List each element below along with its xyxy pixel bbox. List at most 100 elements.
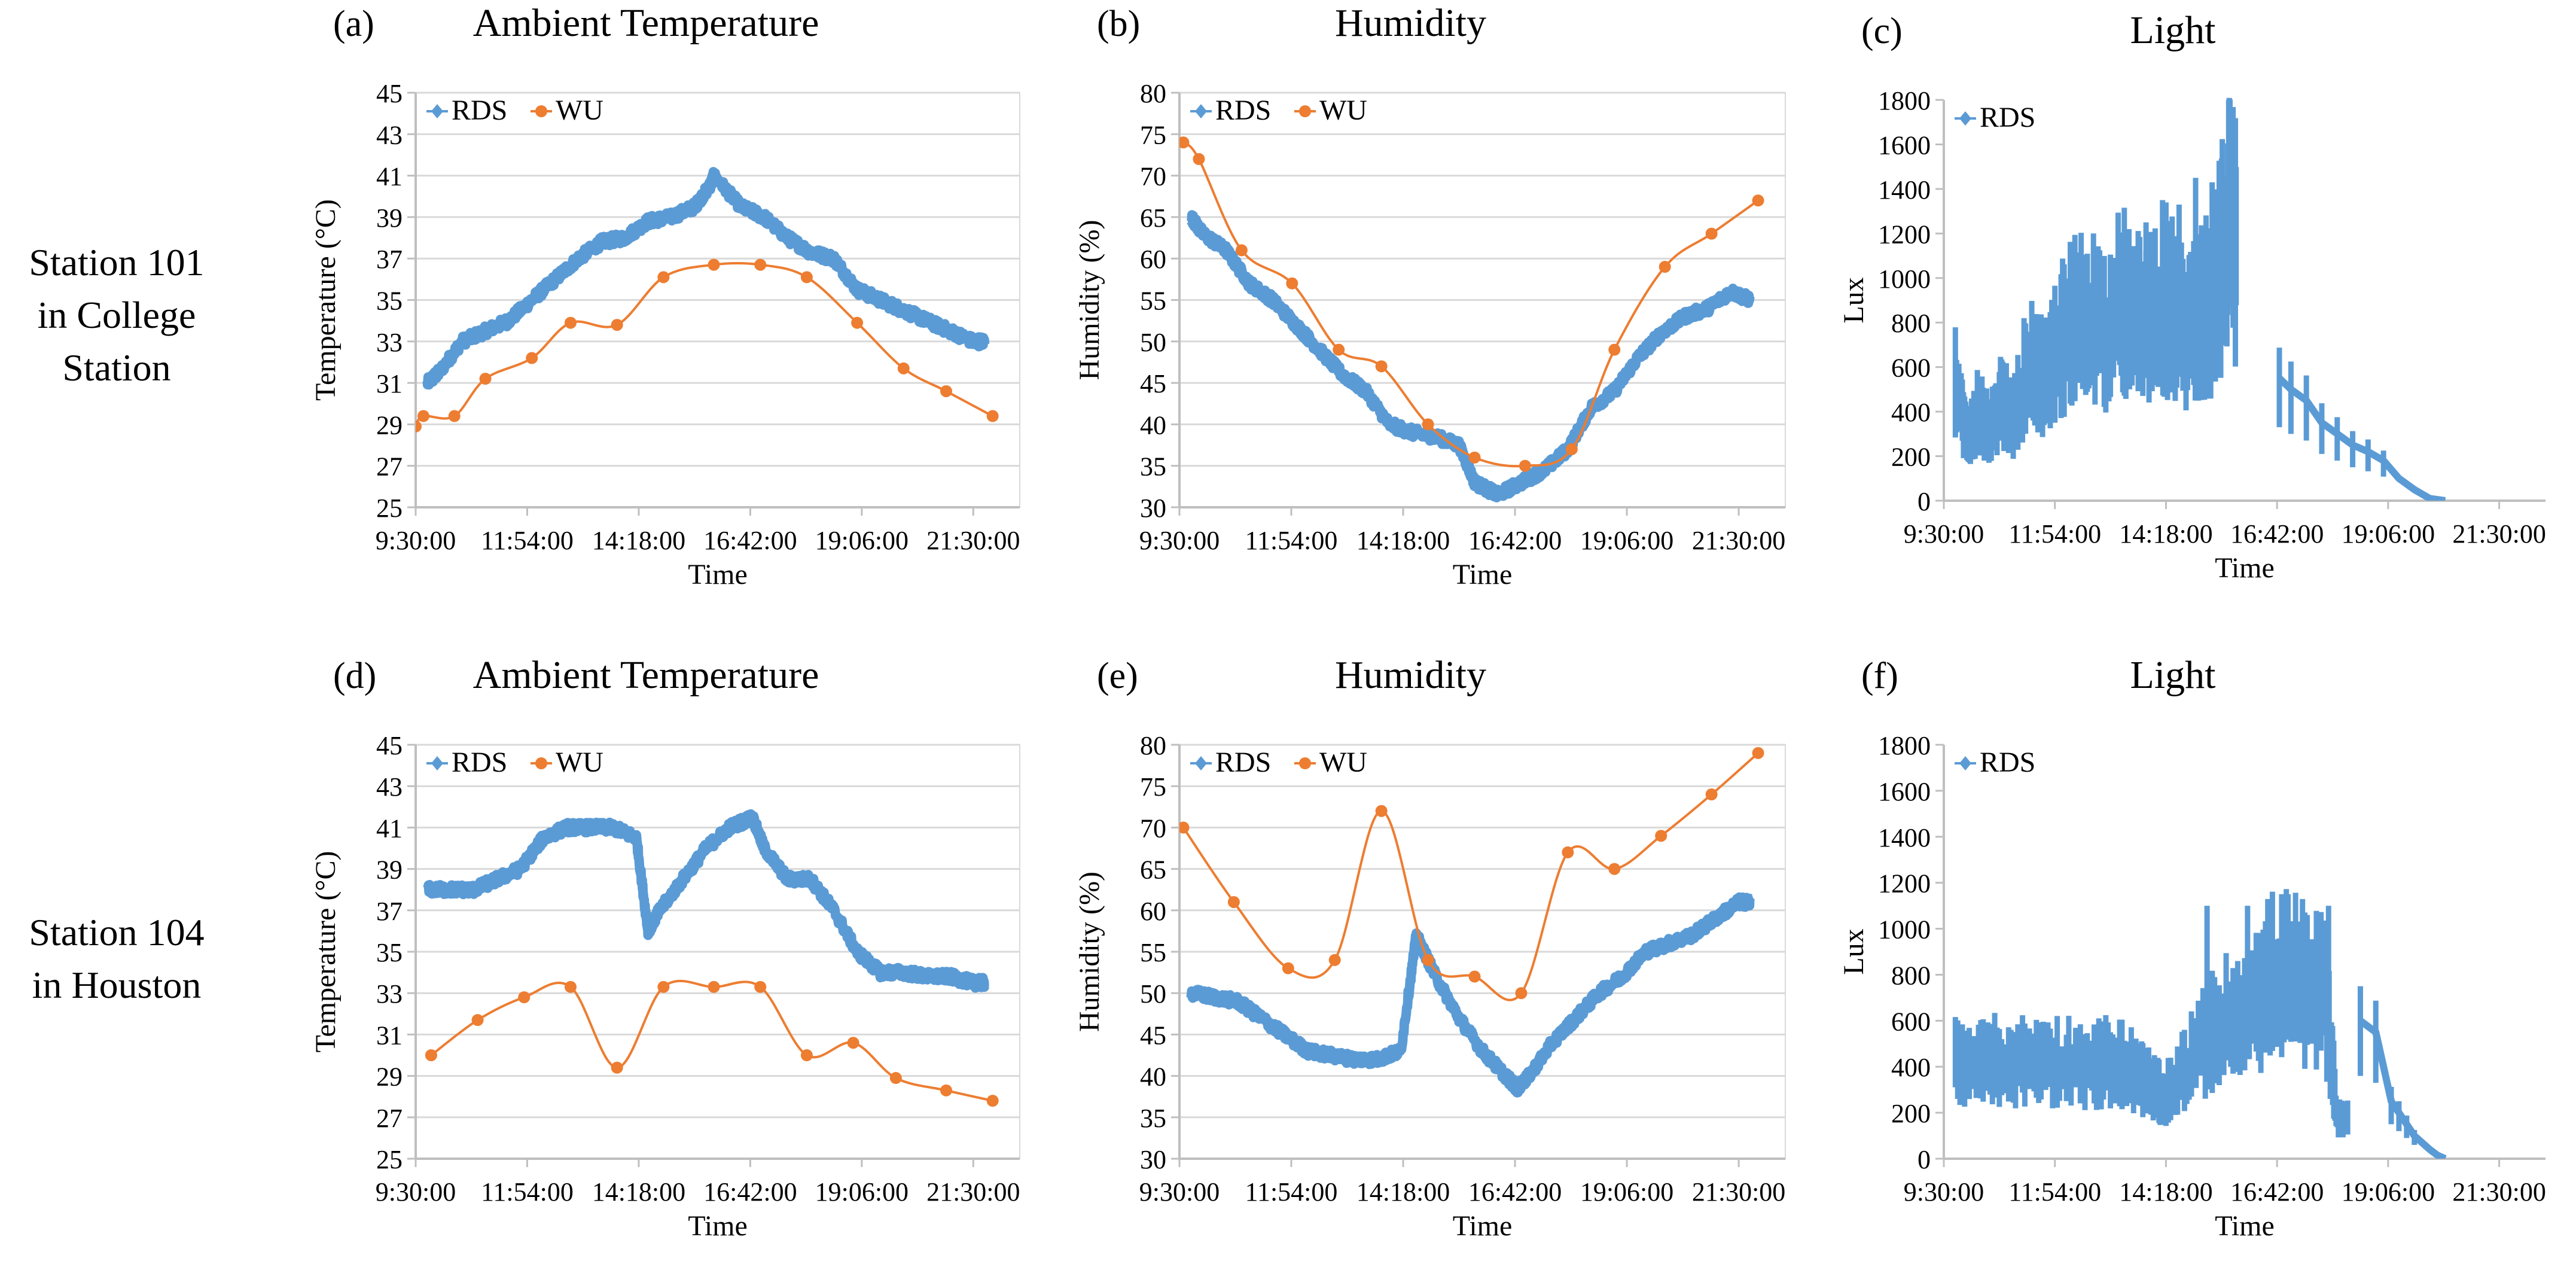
y-tick-label: 45: [376, 79, 403, 108]
x-tick-label: 21:30:00: [926, 1177, 1020, 1207]
y-axis-label: Lux: [1838, 928, 1870, 974]
wu-data-point: [1519, 459, 1531, 472]
row-label-station-104: Station 104 in Houston: [6, 906, 227, 1012]
y-tick-label: 35: [1140, 452, 1166, 482]
y-tick-label: 60: [1140, 897, 1166, 926]
x-axis-label: Time: [2215, 552, 2275, 584]
legend-label: RDS: [1980, 747, 2035, 778]
plot-area: [416, 167, 999, 432]
x-tick-label: 19:06:00: [2342, 1177, 2435, 1207]
wu-data-point: [897, 362, 910, 374]
plot-area: [1179, 747, 1764, 1098]
y-tick-label: 1000: [1878, 915, 1931, 945]
y-tick-label: 400: [1891, 1053, 1931, 1082]
y-tick-label: 1800: [1878, 86, 1931, 115]
chart-title: Ambient Temperature: [473, 653, 819, 697]
chart-title: Light: [2130, 8, 2216, 52]
x-tick-label: 21:30:00: [2452, 519, 2545, 549]
y-tick-label: 200: [1891, 443, 1931, 472]
x-tick-label: 11:54:00: [481, 526, 574, 555]
rds-series-line: [422, 167, 990, 390]
wu-data-point: [1235, 244, 1248, 257]
y-tick-label: 31: [376, 1021, 403, 1050]
wu-data-point: [1282, 962, 1294, 974]
legend-marker: [1959, 111, 1971, 126]
wu-data-point: [564, 316, 577, 329]
wu-data-point: [564, 980, 577, 993]
x-axis-label: Time: [1453, 1210, 1513, 1242]
chart-panel: (b) Humidity 30 35 40 45 50 55 60 65 70 75 80 9:30:00…: [1074, 1, 1786, 590]
y-tick-label: 37: [376, 897, 403, 926]
x-tick-label: 21:30:00: [2452, 1177, 2545, 1207]
y-tick-label: 40: [1140, 410, 1166, 440]
y-tick-label: 70: [1140, 162, 1166, 191]
wu-data-point: [416, 420, 422, 432]
x-tick-label: 21:30:00: [926, 526, 1020, 555]
wu-data-point: [1659, 261, 1671, 273]
wu-data-point: [1286, 277, 1298, 290]
y-tick-label: 39: [376, 203, 403, 233]
x-tick-label: 14:18:00: [2119, 1177, 2212, 1207]
x-tick-label: 11:54:00: [2008, 1177, 2101, 1207]
legend-marker: [431, 756, 443, 770]
wu-data-point: [1333, 343, 1345, 356]
legend: RDS WU: [1190, 95, 1367, 126]
y-tick-label: 1000: [1878, 264, 1931, 294]
legend-marker: [535, 757, 547, 769]
wu-data-point: [1705, 227, 1718, 240]
y-axis-label: Temperature (°C): [310, 851, 342, 1052]
legend-marker: [1195, 104, 1207, 118]
y-tick-label: 600: [1891, 354, 1931, 383]
y-tick-label: 40: [1140, 1062, 1166, 1092]
row-label-line: Station 101: [29, 241, 205, 284]
y-tick-label: 50: [1140, 328, 1166, 357]
wu-data-point: [1608, 343, 1621, 356]
chart-panel: (d) Ambient Temperature 25 27 29 31 33 35 37 39 41…: [310, 653, 1020, 1242]
wu-data-point: [1375, 360, 1388, 373]
y-tick-label: 29: [376, 1062, 403, 1092]
wu-data-point: [889, 1072, 902, 1085]
x-tick-label: 9:30:00: [1904, 519, 1984, 549]
wu-data-point: [940, 1084, 952, 1097]
legend: RDS WU: [1190, 747, 1367, 778]
chart-title: Light: [2130, 653, 2216, 697]
x-tick-label: 16:42:00: [1468, 1177, 1562, 1207]
chart-panel: (c) Light 0 200 400 600 800 1000 1200 1400 1600 180…: [1838, 8, 2546, 584]
rds-series-line: [1187, 210, 1755, 502]
legend-label: RDS: [452, 95, 507, 126]
y-tick-label: 55: [1140, 938, 1166, 967]
legend-label: WU: [1319, 747, 1367, 778]
x-tick-label: 19:06:00: [815, 526, 909, 555]
wu-data-point: [851, 316, 864, 329]
y-tick-label: 39: [376, 855, 403, 885]
rds-series-line: [423, 809, 989, 993]
y-tick-label: 1600: [1878, 130, 1931, 160]
x-tick-label: 9:30:00: [1904, 1177, 1984, 1207]
y-tick-label: 45: [376, 731, 403, 760]
rds-tail-line: [2276, 375, 2446, 501]
x-tick-label: 16:42:00: [2230, 1177, 2324, 1207]
y-tick-label: 37: [376, 245, 403, 274]
legend-marker: [431, 104, 443, 118]
legend-label: RDS: [1215, 747, 1271, 778]
y-tick-label: 35: [376, 938, 403, 967]
plot-area: [1952, 98, 2446, 501]
wu-series-line: [416, 262, 993, 428]
legend-label: WU: [556, 95, 603, 126]
wu-data-point: [1422, 418, 1434, 431]
y-axis-label: Lux: [1838, 277, 1870, 323]
wu-data-point: [800, 271, 813, 284]
y-tick-label: 400: [1891, 398, 1931, 427]
y-tick-label: 33: [376, 328, 403, 357]
x-axis-label: Time: [2215, 1210, 2275, 1242]
legend-marker: [1959, 756, 1971, 770]
wu-data-point: [1608, 863, 1621, 875]
x-tick-label: 14:18:00: [1356, 526, 1450, 555]
y-tick-label: 35: [1140, 1104, 1166, 1133]
wu-series-line: [1182, 752, 1759, 1001]
x-tick-label: 19:06:00: [815, 1177, 909, 1207]
x-tick-label: 11:54:00: [1245, 526, 1338, 555]
x-tick-label: 19:06:00: [1580, 526, 1673, 555]
y-tick-label: 75: [1140, 120, 1166, 150]
plot-area: [1179, 136, 1764, 502]
